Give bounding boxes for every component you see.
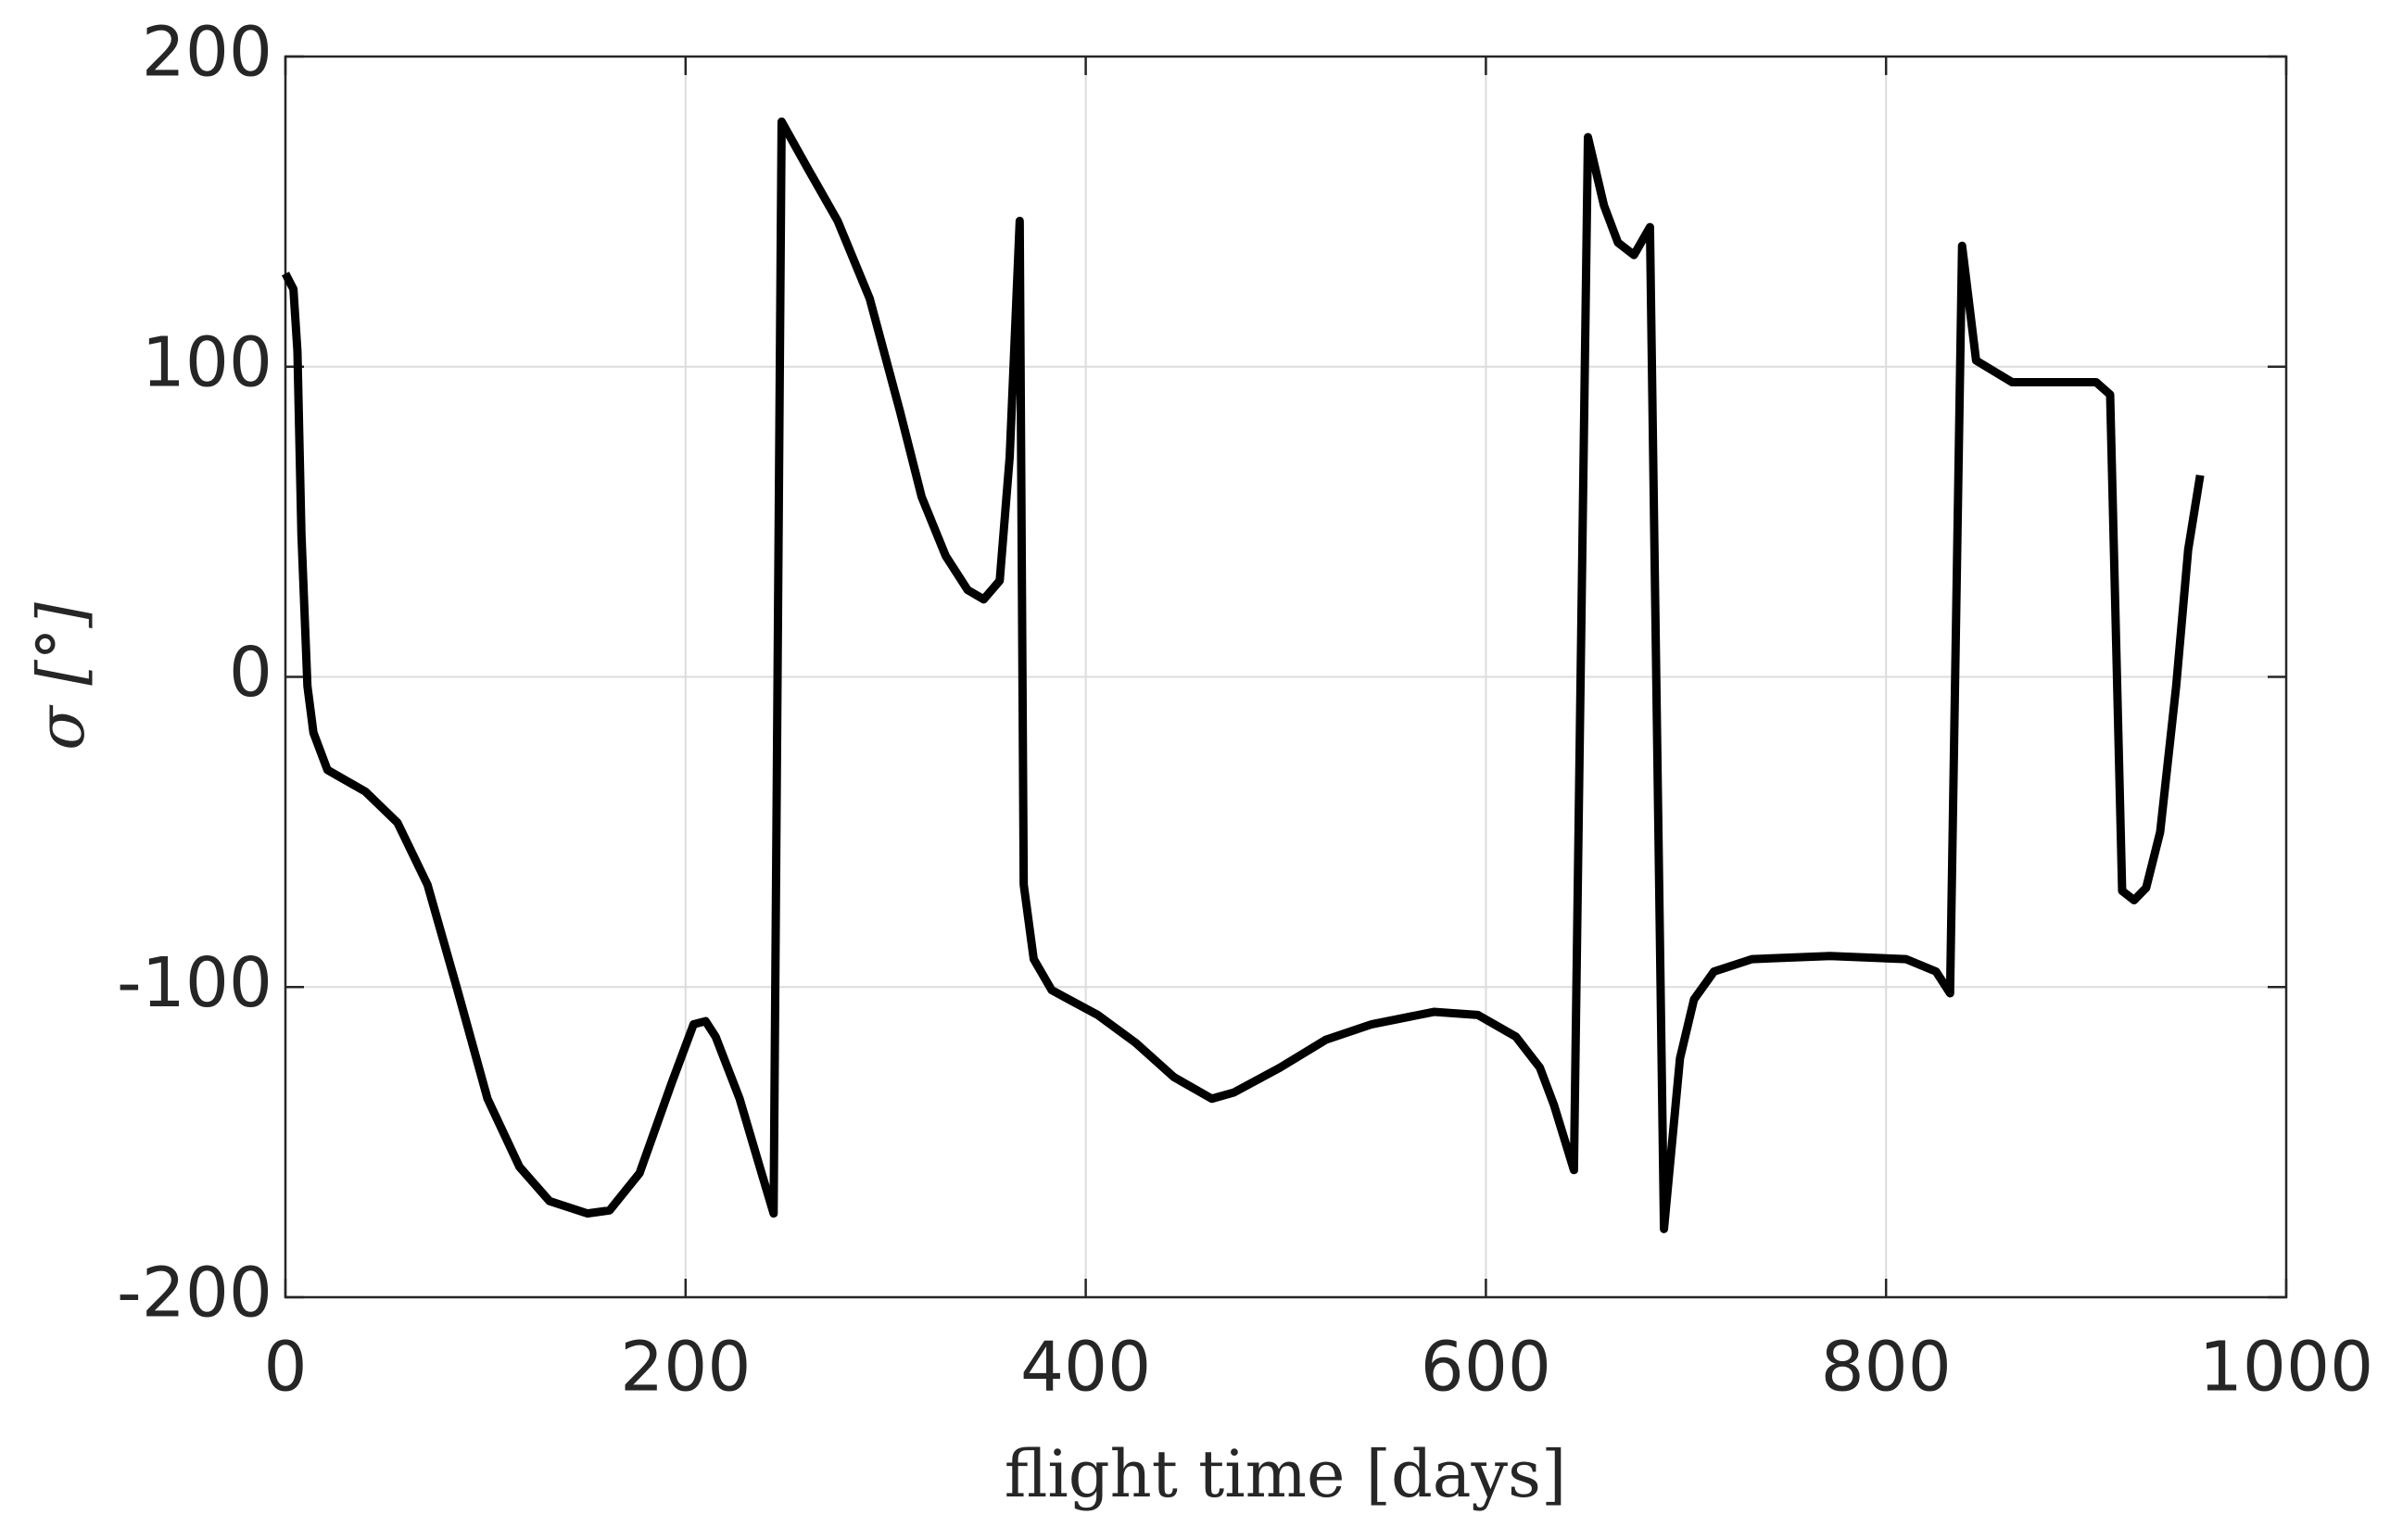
y-tick-label: 0 [229, 633, 272, 713]
y-axis-label: σ [°] [23, 601, 99, 750]
x-tick-label: 0 [263, 1328, 307, 1407]
x-tick-label: 200 [620, 1328, 751, 1407]
y-tick-label: 200 [142, 13, 272, 93]
data-line [282, 117, 2205, 1233]
y-tick-label: 100 [142, 322, 272, 402]
y-tick-label: -200 [117, 1254, 272, 1333]
y-tick-label: -100 [117, 943, 272, 1023]
x-tick-label: 800 [1821, 1328, 1952, 1407]
x-tick-label: 600 [1421, 1328, 1551, 1407]
x-tick-label: 400 [1020, 1328, 1151, 1407]
x-axis-label: flight time [days] [1005, 1436, 1567, 1512]
x-tick-label: 1000 [2199, 1328, 2373, 1407]
axes-box [284, 55, 2288, 1299]
